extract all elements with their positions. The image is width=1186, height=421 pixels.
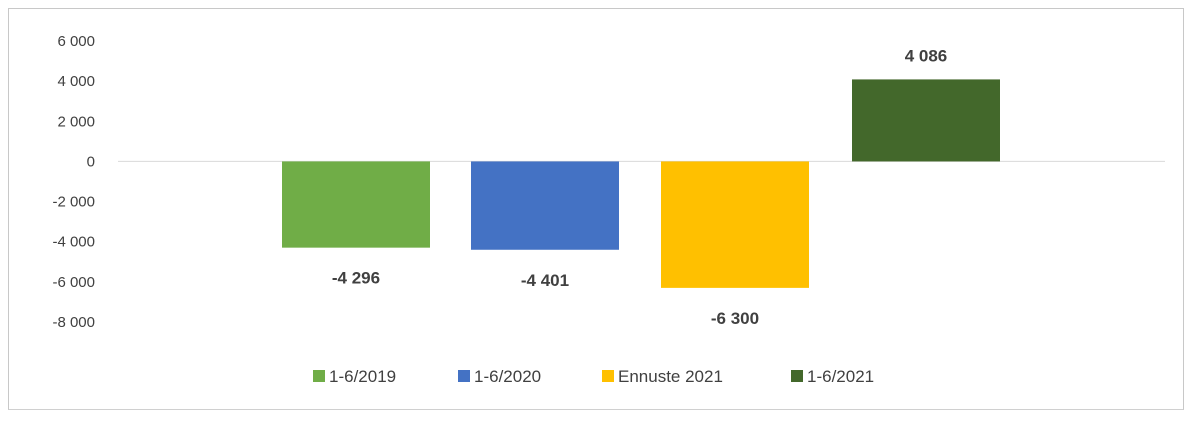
legend-swatch bbox=[458, 370, 470, 382]
bars-group bbox=[282, 79, 1000, 288]
data-label: -4 296 bbox=[332, 269, 380, 288]
data-label: -4 401 bbox=[521, 271, 569, 290]
legend-swatch bbox=[313, 370, 325, 382]
y-tick-label: 2 000 bbox=[57, 113, 95, 130]
y-tick-label: -4 000 bbox=[52, 234, 95, 251]
data-label: 4 086 bbox=[905, 46, 948, 65]
bar bbox=[282, 161, 430, 248]
y-tick-label: 6 000 bbox=[57, 33, 95, 50]
legend: 1-6/2019 1-6/2020 Ennuste 2021 1-6/2021 bbox=[313, 367, 874, 386]
legend-label: 1-6/2021 bbox=[807, 367, 874, 386]
legend-swatch bbox=[791, 370, 803, 382]
legend-label: 1-6/2019 bbox=[329, 367, 396, 386]
y-axis-tick-labels: 6 000 4 000 2 000 0 -2 000 -4 000 -6 000 -8 000 bbox=[52, 33, 95, 331]
legend-label: Ennuste 2021 bbox=[618, 367, 723, 386]
data-label: -6 300 bbox=[711, 309, 759, 328]
bar bbox=[661, 161, 809, 288]
y-tick-label: 4 000 bbox=[57, 73, 95, 90]
y-tick-label: -6 000 bbox=[52, 274, 95, 291]
legend-swatch bbox=[602, 370, 614, 382]
y-tick-label: -2 000 bbox=[52, 194, 95, 211]
y-tick-label: -8 000 bbox=[52, 314, 95, 331]
bar bbox=[852, 79, 1000, 162]
y-tick-label: 0 bbox=[87, 153, 95, 170]
bar bbox=[471, 161, 619, 250]
legend-label: 1-6/2020 bbox=[474, 367, 541, 386]
data-labels-group: -4 296 -4 401 -6 300 4 086 bbox=[332, 46, 947, 327]
